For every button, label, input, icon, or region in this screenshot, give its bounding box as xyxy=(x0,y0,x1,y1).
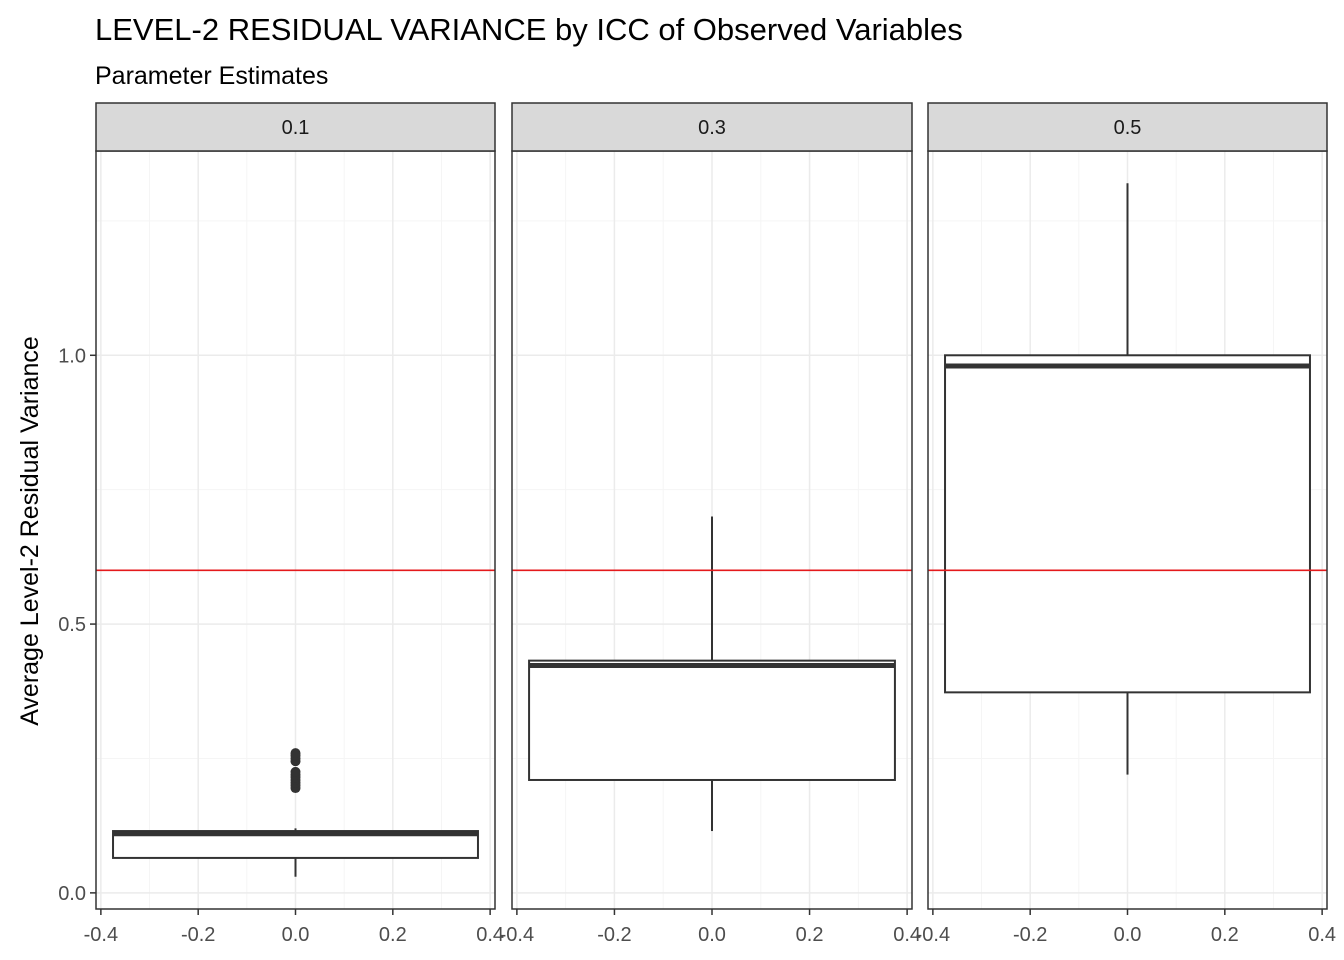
x-tick-label: 0.0 xyxy=(1114,924,1142,946)
chart-subtitle: Parameter Estimates xyxy=(95,62,328,90)
x-tick-label: 0.2 xyxy=(379,924,407,946)
y-tick-label: 0.5 xyxy=(58,614,86,636)
facet-strip xyxy=(927,102,1328,152)
outlier-point xyxy=(290,748,301,759)
x-tick-label: 0.4 xyxy=(893,924,921,946)
y-tick-label: 0.0 xyxy=(58,883,86,905)
x-tick-label: 0.2 xyxy=(1211,924,1239,946)
x-tick-label: -0.2 xyxy=(597,924,631,946)
y-axis: 0.0 0.5 1.0 xyxy=(58,345,96,905)
x-tick-label: -0.4 xyxy=(500,924,534,946)
chart-title: LEVEL-2 RESIDUAL VARIANCE by ICC of Obse… xyxy=(95,12,963,47)
x-tick-label: 0.0 xyxy=(698,924,726,946)
y-axis-label: Average Level-2 Residual Variance xyxy=(16,336,44,726)
x-tick-label: 0.2 xyxy=(796,924,824,946)
facet-panels: 0.1 -0.4 -0.2 0.0 0.2 0.4 0.3 -0.4 -0.2 0.0 0.2 0.4… xyxy=(84,102,1336,946)
y-tick-label: 1.0 xyxy=(58,345,86,367)
x-tick-label: -0.4 xyxy=(84,924,118,946)
x-tick-label: -0.4 xyxy=(916,924,950,946)
facet-strip-label: 0.1 xyxy=(282,117,310,139)
x-tick-label: 0.0 xyxy=(282,924,310,946)
x-tick-label: 0.4 xyxy=(1308,924,1336,946)
x-tick-label: -0.2 xyxy=(1013,924,1047,946)
facet-panel-0.1: 0.1 -0.4 -0.2 0.0 0.2 0.4 xyxy=(84,102,504,946)
x-tick-label: -0.2 xyxy=(181,924,215,946)
box-iqr xyxy=(528,659,896,781)
facet-panel-0.5: 0.5 -0.4 -0.2 0.0 0.2 0.4 xyxy=(916,102,1336,946)
facet-strip xyxy=(95,102,496,152)
facet-strip xyxy=(511,102,913,152)
outlier-point xyxy=(290,766,301,777)
x-tick-label: 0.4 xyxy=(476,924,504,946)
box-iqr xyxy=(944,354,1311,694)
facet-panel-0.3: 0.3 -0.4 -0.2 0.0 0.2 0.4 xyxy=(500,102,921,946)
facet-strip-label: 0.3 xyxy=(698,117,726,139)
facet-strip-label: 0.5 xyxy=(1114,117,1142,139)
